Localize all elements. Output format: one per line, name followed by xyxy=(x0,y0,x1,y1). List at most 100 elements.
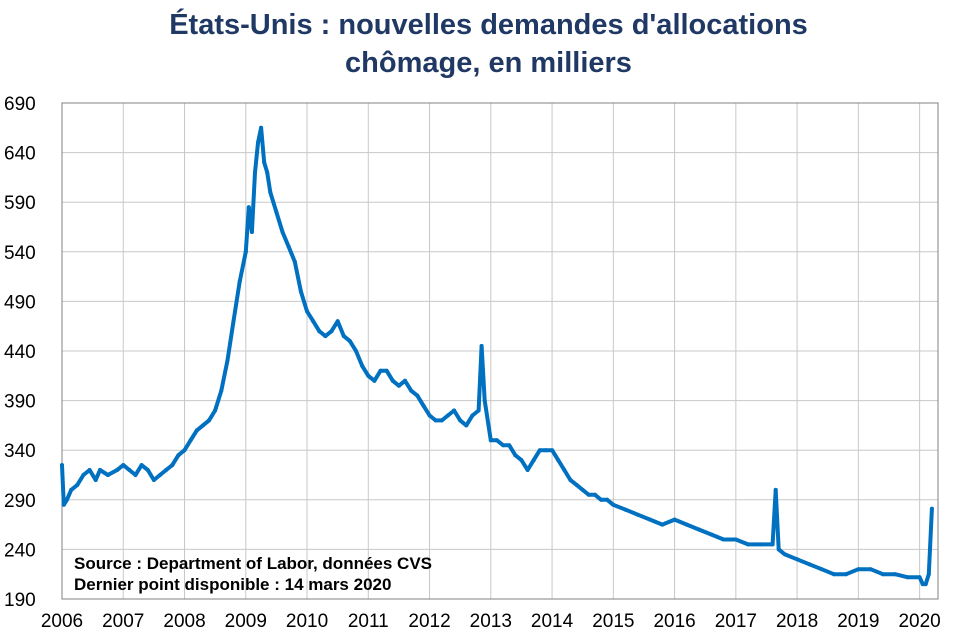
x-tick-label: 2014 xyxy=(531,611,574,632)
data-point xyxy=(697,527,702,532)
x-tick-label: 2018 xyxy=(776,611,818,632)
data-point xyxy=(807,562,812,567)
data-point xyxy=(623,507,628,512)
data-point xyxy=(256,140,260,145)
data-point xyxy=(537,448,542,453)
data-point xyxy=(170,463,175,468)
data-point xyxy=(409,388,414,393)
data-point xyxy=(488,438,493,443)
x-tick-label: 2017 xyxy=(715,611,757,632)
data-point xyxy=(329,329,334,334)
data-point xyxy=(543,448,548,453)
data-point xyxy=(93,478,98,482)
data-point xyxy=(121,463,126,468)
data-point xyxy=(182,448,187,453)
data-point xyxy=(390,378,395,383)
data-point xyxy=(568,478,573,482)
y-tick-label: 240 xyxy=(4,540,36,561)
data-point xyxy=(115,468,120,472)
data-point xyxy=(482,398,487,403)
data-point xyxy=(920,582,925,587)
data-point xyxy=(672,517,677,522)
data-point xyxy=(776,547,781,552)
x-tick-label: 2010 xyxy=(286,611,328,632)
x-tick-label: 2009 xyxy=(225,611,267,632)
data-point xyxy=(60,463,64,468)
data-point xyxy=(366,373,371,378)
data-point xyxy=(237,279,242,284)
data-point xyxy=(75,482,80,487)
data-point xyxy=(782,552,787,557)
data-point xyxy=(795,557,800,562)
data-point xyxy=(378,368,383,373)
gridlines xyxy=(61,102,938,600)
data-point xyxy=(69,487,74,492)
data-point xyxy=(926,572,931,577)
x-axis-tick-labels: 2006 2007 2008 2009 2010 2011 2012 2013 2014 2015… xyxy=(41,611,941,632)
chart-title-line-2: chômage, en milliers xyxy=(345,47,632,79)
data-point xyxy=(280,230,285,234)
data-point xyxy=(550,448,555,453)
data-point xyxy=(396,383,401,388)
data-point xyxy=(525,468,530,472)
y-tick-label: 590 xyxy=(4,193,36,214)
y-tick-label: 190 xyxy=(4,590,36,611)
data-point xyxy=(317,329,322,334)
data-point xyxy=(265,170,270,175)
data-point xyxy=(81,473,86,477)
data-point xyxy=(611,502,616,507)
y-tick-label: 540 xyxy=(4,243,36,264)
data-point xyxy=(421,403,426,408)
data-point xyxy=(188,438,193,443)
data-point xyxy=(354,349,358,353)
data-point xyxy=(893,572,898,577)
data-point xyxy=(746,542,751,547)
data-point xyxy=(476,408,481,413)
data-point xyxy=(868,567,873,572)
data-point xyxy=(519,458,524,463)
data-point xyxy=(341,334,346,339)
chart-title: États-Unis : nouvelles demandes d'alloca… xyxy=(0,6,977,82)
data-point xyxy=(433,418,438,423)
data-points xyxy=(60,125,934,587)
data-point xyxy=(372,378,377,383)
y-tick-label: 340 xyxy=(4,441,36,462)
data-point xyxy=(758,542,763,547)
data-point xyxy=(176,453,181,458)
data-point xyxy=(501,443,506,448)
x-tick-label: 2007 xyxy=(102,611,144,632)
data-point xyxy=(856,567,861,572)
x-tick-label: 2019 xyxy=(837,611,879,632)
data-point xyxy=(733,537,738,542)
data-point xyxy=(64,497,69,502)
data-point xyxy=(360,363,365,368)
data-point xyxy=(721,537,726,542)
data-point xyxy=(262,160,267,165)
x-tick-label: 2006 xyxy=(41,611,83,632)
data-point xyxy=(268,190,273,195)
data-point xyxy=(311,319,316,324)
data-point xyxy=(427,413,432,418)
data-point xyxy=(194,428,199,433)
last-point-annotation: Dernier point disponible : 14 mars 2020 xyxy=(74,575,391,594)
data-point xyxy=(200,423,205,428)
data-point xyxy=(445,413,450,418)
data-point xyxy=(403,378,407,383)
data-point xyxy=(464,423,469,428)
data-point xyxy=(599,497,604,502)
data-point xyxy=(151,478,156,482)
y-tick-label: 640 xyxy=(4,144,36,165)
data-point xyxy=(335,319,340,324)
data-point xyxy=(580,487,585,492)
data-point xyxy=(819,567,824,572)
data-point xyxy=(415,393,420,398)
data-point xyxy=(249,230,254,234)
data-point xyxy=(648,517,653,522)
y-tick-label: 490 xyxy=(4,292,36,313)
plot-area-border xyxy=(61,102,939,600)
x-tick-label: 2020 xyxy=(898,611,940,632)
data-point xyxy=(574,482,579,487)
data-point xyxy=(605,497,610,502)
data-point xyxy=(246,205,251,210)
x-tick-label: 2016 xyxy=(653,611,695,632)
